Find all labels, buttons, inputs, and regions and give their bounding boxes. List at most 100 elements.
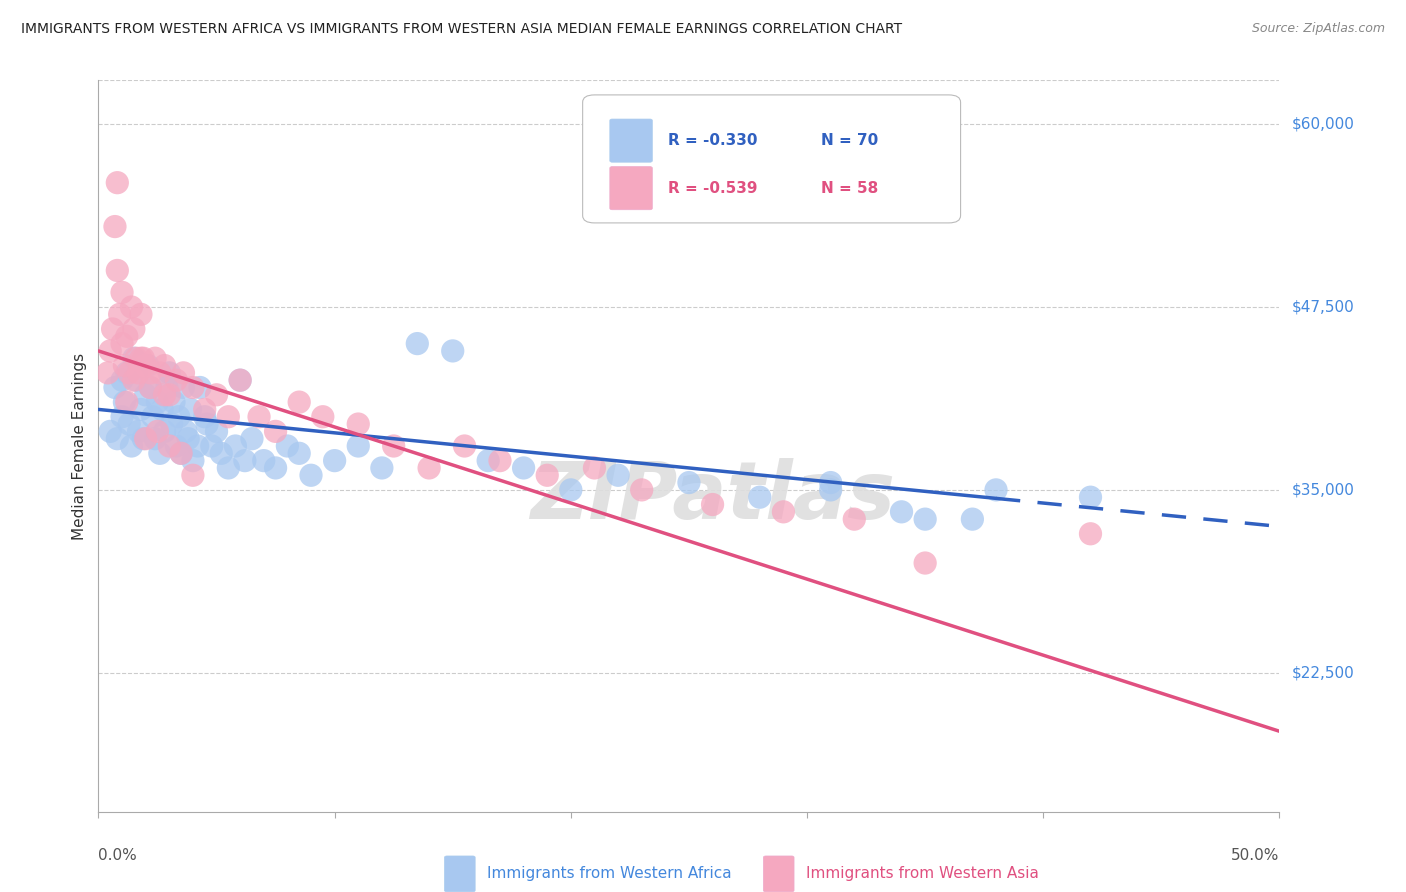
Point	[772, 505, 794, 519]
Point	[128, 366, 150, 380]
Point	[142, 409, 165, 424]
Point	[962, 512, 984, 526]
Point	[122, 373, 145, 387]
Point	[136, 359, 159, 373]
Point	[180, 402, 202, 417]
Text: $35,000: $35,000	[1291, 483, 1354, 498]
Point	[217, 409, 239, 424]
Point	[101, 322, 124, 336]
Point	[98, 425, 121, 439]
Text: Source: ZipAtlas.com: Source: ZipAtlas.com	[1251, 22, 1385, 36]
Point	[264, 461, 287, 475]
Point	[129, 307, 152, 321]
Point	[108, 307, 131, 321]
Point	[382, 439, 405, 453]
Text: Immigrants from Western Africa: Immigrants from Western Africa	[486, 866, 731, 881]
Point	[132, 351, 155, 366]
Point	[105, 176, 128, 190]
FancyBboxPatch shape	[444, 856, 475, 892]
Point	[453, 439, 475, 453]
Point	[115, 366, 138, 380]
Point	[165, 439, 187, 453]
Point	[104, 219, 127, 234]
Point	[217, 461, 239, 475]
Point	[177, 432, 200, 446]
Point	[181, 468, 204, 483]
Point	[209, 446, 232, 460]
Point	[441, 343, 464, 358]
Point	[347, 417, 370, 431]
Text: 0.0%: 0.0%	[98, 848, 138, 863]
Point	[112, 395, 135, 409]
Point	[150, 402, 173, 417]
Point	[205, 425, 228, 439]
Point	[115, 329, 138, 343]
FancyBboxPatch shape	[610, 167, 652, 210]
Point	[1080, 490, 1102, 504]
Point	[229, 373, 252, 387]
Point	[914, 556, 936, 570]
Point	[181, 380, 204, 394]
Point	[194, 402, 217, 417]
Point	[583, 461, 606, 475]
Point	[890, 505, 912, 519]
Point	[748, 490, 770, 504]
Point	[118, 366, 141, 380]
Point	[157, 388, 180, 402]
Point	[121, 439, 143, 453]
Point	[143, 432, 166, 446]
Point	[984, 483, 1007, 497]
Text: N = 70: N = 70	[821, 133, 879, 148]
Point	[170, 446, 193, 460]
Point	[160, 417, 183, 431]
Point	[143, 351, 166, 366]
Y-axis label: Median Female Earnings: Median Female Earnings	[72, 352, 87, 540]
Point	[98, 343, 121, 358]
Point	[276, 439, 298, 453]
Point	[105, 432, 128, 446]
Text: N = 58: N = 58	[821, 181, 879, 195]
Point	[187, 439, 209, 453]
Point	[477, 453, 499, 467]
Point	[149, 366, 172, 380]
Point	[153, 388, 176, 402]
Text: $60,000: $60,000	[1291, 117, 1354, 132]
Point	[125, 373, 148, 387]
Point	[205, 388, 228, 402]
Point	[157, 366, 180, 380]
Point	[129, 351, 152, 366]
Text: $22,500: $22,500	[1291, 665, 1354, 681]
Point	[132, 432, 155, 446]
Point	[247, 409, 270, 424]
Point	[115, 395, 138, 409]
Text: ZIPatlas: ZIPatlas	[530, 458, 896, 536]
Point	[111, 285, 134, 300]
Text: 50.0%: 50.0%	[1232, 848, 1279, 863]
Point	[118, 417, 141, 431]
Point	[153, 359, 176, 373]
Point	[146, 425, 169, 439]
Point	[560, 483, 582, 497]
Point	[195, 417, 218, 431]
Point	[418, 461, 440, 475]
Text: R = -0.539: R = -0.539	[668, 181, 758, 195]
Point	[139, 380, 162, 394]
Point	[914, 512, 936, 526]
Point	[156, 380, 179, 394]
Point	[121, 300, 143, 314]
Point	[167, 409, 190, 424]
Point	[135, 359, 157, 373]
Point	[820, 475, 842, 490]
Point	[188, 380, 211, 394]
Point	[129, 402, 152, 417]
Point	[678, 475, 700, 490]
Point	[512, 461, 534, 475]
Point	[172, 366, 194, 380]
Point	[820, 483, 842, 497]
Point	[165, 373, 187, 387]
Point	[288, 446, 311, 460]
Point	[128, 425, 150, 439]
Point	[157, 439, 180, 453]
Point	[181, 453, 204, 467]
Text: IMMIGRANTS FROM WESTERN AFRICA VS IMMIGRANTS FROM WESTERN ASIA MEDIAN FEMALE EAR: IMMIGRANTS FROM WESTERN AFRICA VS IMMIGR…	[21, 22, 903, 37]
